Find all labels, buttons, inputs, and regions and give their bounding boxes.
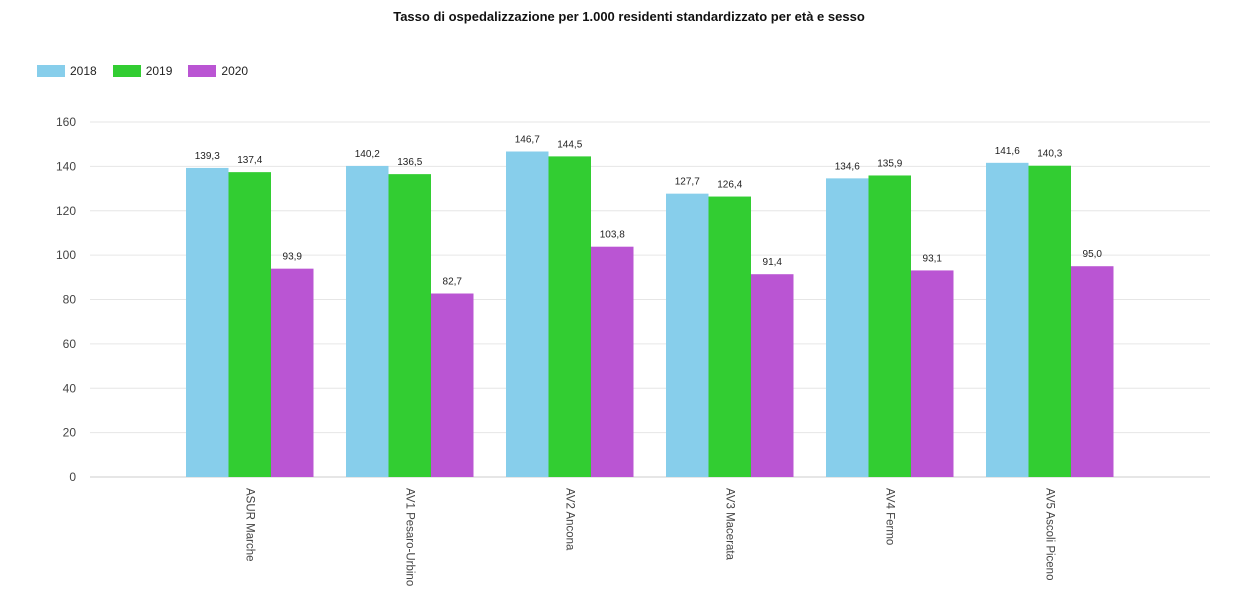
legend-label: 2018 xyxy=(70,64,97,78)
legend-swatch xyxy=(112,65,141,77)
data-label: 93,1 xyxy=(923,253,943,264)
bar xyxy=(346,165,389,477)
legend-swatch xyxy=(188,65,217,77)
bar xyxy=(1071,266,1114,477)
bar xyxy=(986,162,1029,477)
data-label: 82,7 xyxy=(443,277,463,288)
data-label: 135,9 xyxy=(877,158,902,169)
data-label: 140,2 xyxy=(355,149,380,160)
data-label: 127,7 xyxy=(675,177,700,188)
bar xyxy=(271,268,314,477)
bar xyxy=(1028,165,1071,477)
data-label: 91,4 xyxy=(763,257,783,268)
data-label: 136,5 xyxy=(397,157,422,168)
bar xyxy=(431,293,474,477)
data-label: 146,7 xyxy=(515,135,540,146)
bar xyxy=(548,156,591,477)
bar xyxy=(666,193,709,477)
y-tick-label: 20 xyxy=(63,426,77,440)
data-label: 95,0 xyxy=(1083,249,1103,260)
legend-label: 2019 xyxy=(145,64,173,78)
y-tick-label: 0 xyxy=(69,470,76,484)
y-tick-label: 160 xyxy=(56,115,76,129)
legend: 2018 2019 2020 xyxy=(37,64,264,78)
data-label: 139,3 xyxy=(195,151,220,162)
bar xyxy=(868,175,911,478)
data-label: 103,8 xyxy=(600,230,625,241)
legend-entry-2018[interactable]: 2018 xyxy=(37,64,97,78)
y-tick-label: 140 xyxy=(56,159,76,173)
bar xyxy=(228,172,271,478)
legend-swatch xyxy=(37,65,65,77)
x-tick-label: AV3 Macerata xyxy=(724,488,736,561)
x-tick-label: AV1 Pesaro-Urbino xyxy=(404,488,416,586)
bar xyxy=(506,151,549,477)
bar xyxy=(826,178,869,477)
x-tick-label: ASUR Marche xyxy=(244,488,256,562)
chart-title: Tasso di ospedalizzazione per 1.000 resi… xyxy=(393,9,865,24)
y-tick-label: 120 xyxy=(56,204,76,218)
data-label: 141,6 xyxy=(995,146,1020,157)
bar xyxy=(388,174,431,477)
x-tick-label: AV5 Ascoli Piceno xyxy=(1044,488,1056,580)
data-label: 137,4 xyxy=(237,155,262,166)
data-label: 144,5 xyxy=(557,139,582,150)
x-tick-label: AV4 Fermo xyxy=(884,488,896,545)
data-label: 93,9 xyxy=(283,252,303,263)
bar xyxy=(751,274,794,477)
bar xyxy=(708,196,751,478)
y-tick-label: 60 xyxy=(63,337,77,351)
bar xyxy=(911,270,954,477)
bar xyxy=(591,246,634,477)
data-label: 140,3 xyxy=(1037,149,1062,160)
y-tick-label: 80 xyxy=(63,293,77,307)
x-tick-label: AV2 Ancona xyxy=(564,488,576,551)
legend-entry-2020[interactable]: 2020 xyxy=(188,64,248,78)
y-tick-label: 40 xyxy=(63,381,77,395)
data-label: 134,6 xyxy=(835,161,860,172)
data-label: 126,4 xyxy=(717,180,742,191)
bar xyxy=(186,167,229,477)
y-tick-label: 100 xyxy=(56,248,76,262)
legend-entry-2019[interactable]: 2019 xyxy=(112,64,173,78)
legend-label: 2020 xyxy=(221,64,249,78)
